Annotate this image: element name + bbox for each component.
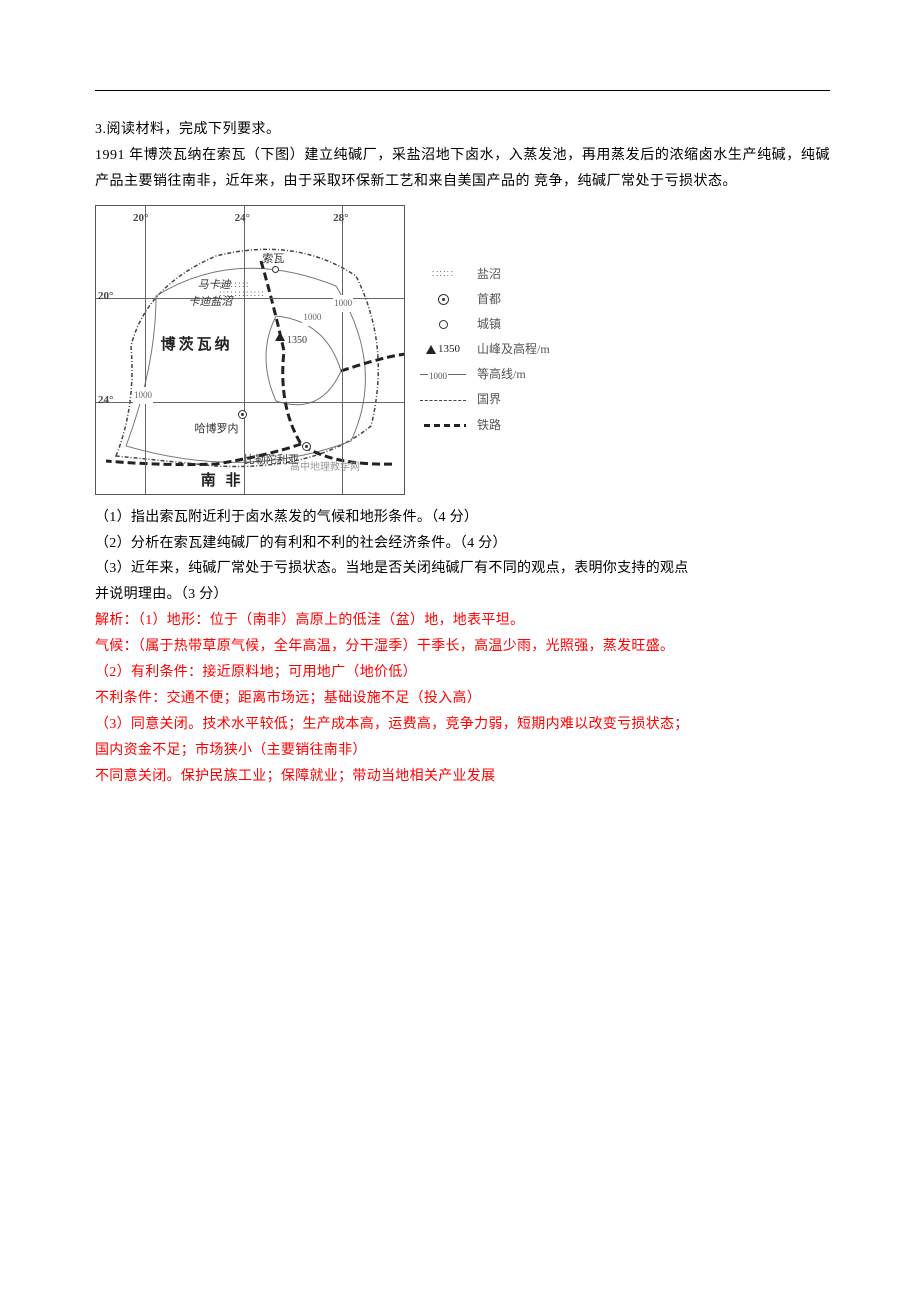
answer-2b: 不利条件：交通不便；距离市场远；基础设施不足（投入高） <box>95 686 830 712</box>
rail-icon <box>420 424 466 427</box>
top-rule <box>95 90 830 91</box>
legend-capital-label: 首都 <box>477 287 501 312</box>
border-icon <box>420 400 466 401</box>
peak-marker <box>275 332 285 341</box>
question-3-line1: （3）近年来，纯碱厂常处于亏损状态。当地是否关闭纯碱厂有不同的观点，表明你支持的… <box>95 556 830 582</box>
question-3-line2: 并说明理由。（3 分） <box>95 582 830 608</box>
peak-elev: 1350 <box>287 332 307 351</box>
capital-icon <box>438 294 449 305</box>
legend-town-label: 城镇 <box>477 312 501 337</box>
question-2: （2）分析在索瓦建纯碱厂的有利和不利的社会经济条件。（4 分） <box>95 531 830 557</box>
answer-1a: 解析：（1）地形：位于（南非）高原上的低洼（盆）地，地表平坦。 <box>95 608 830 634</box>
question-1: （1）指出索瓦附近利于卤水蒸发的气候和地形条件。（4 分） <box>95 505 830 531</box>
legend-salt-label: 盐沼 <box>477 262 501 287</box>
gaborone-label: 哈博罗内 <box>195 419 239 439</box>
legend-town: 城镇 <box>419 312 550 337</box>
answer-1b: 气候：（属于热带草原气候，全年高温，分干湿季）干季长，高温少雨，光照强，蒸发旺盛… <box>95 634 830 660</box>
saltpan-label-2: 卡迪盐沼 <box>188 292 232 312</box>
lon-24: 24° <box>235 208 250 228</box>
legend-contour-label: 等高线/m <box>477 362 526 387</box>
legend-rail: 铁路 <box>419 413 550 438</box>
legend-rail-label: 铁路 <box>477 413 501 438</box>
legend-border-label: 国界 <box>477 387 501 412</box>
answer-3a: （3）同意关闭。技术水平较低；生产成本高，运费高，竞争力弱，短期内难以改变亏损状… <box>95 712 830 738</box>
country-label: 博茨瓦纳 <box>161 332 233 360</box>
sowa-label: 索瓦 <box>262 249 284 269</box>
answer-2a: （2）有利条件：接近原料地；可用地广（地价低） <box>95 660 830 686</box>
grid-v-1 <box>145 206 146 494</box>
question-number: 3.阅读材料，完成下列要求。 <box>95 117 830 143</box>
railway-3 <box>341 354 405 371</box>
lat-24: 24° <box>98 390 113 410</box>
intro-paragraph: 1991 年博茨瓦纳在索瓦（下图）建立纯碱厂，采盐沼地下卤水，入蒸发池，再用蒸发… <box>95 143 830 195</box>
map-watermark: 高中地理教学网 <box>290 459 360 478</box>
salt-icon: ∷∷∷ <box>432 264 454 285</box>
south-africa-label: 南 非 <box>201 468 244 495</box>
contour-1000-inner <box>266 316 341 405</box>
lat-20: 20° <box>98 286 113 306</box>
lon-20: 20° <box>133 208 148 228</box>
contour-icon <box>420 374 466 375</box>
answer-3c: 不同意关闭。保护民族工业；保障就业；带动当地相关产业发展 <box>95 764 830 790</box>
legend-salt: ∷∷∷ 盐沼 <box>419 262 550 287</box>
grid-v-3 <box>342 206 343 494</box>
legend-capital: 首都 <box>419 287 550 312</box>
legend: ∷∷∷ 盐沼 首都 城镇 1350 山峰及高程/m 等高线/m 国界 铁路 <box>419 262 550 438</box>
contour-label-1: 1000 <box>133 387 153 404</box>
railway-1 <box>261 261 396 464</box>
map: 20° 24° 28° 20° 24° ∷∷∷∷∷∷∷∷∷∷ 马卡迪 卡迪盐沼 … <box>95 205 405 495</box>
legend-border: 国界 <box>419 387 550 412</box>
legend-peak: 1350 山峰及高程/m <box>419 337 550 362</box>
contour-label-2: 1000 <box>333 295 353 312</box>
capital-gaborone <box>238 410 247 419</box>
lon-28: 28° <box>333 208 348 228</box>
peak-icon: 1350 <box>426 338 460 361</box>
legend-contour: 等高线/m <box>419 362 550 387</box>
contour-label-3: 1000 <box>302 309 322 326</box>
figure-area: 20° 24° 28° 20° 24° ∷∷∷∷∷∷∷∷∷∷ 马卡迪 卡迪盐沼 … <box>95 205 830 495</box>
answer-3b: 国内资金不足；市场狭小（主要销往南非） <box>95 738 830 764</box>
town-icon <box>439 320 448 329</box>
legend-peak-label: 山峰及高程/m <box>477 337 550 362</box>
